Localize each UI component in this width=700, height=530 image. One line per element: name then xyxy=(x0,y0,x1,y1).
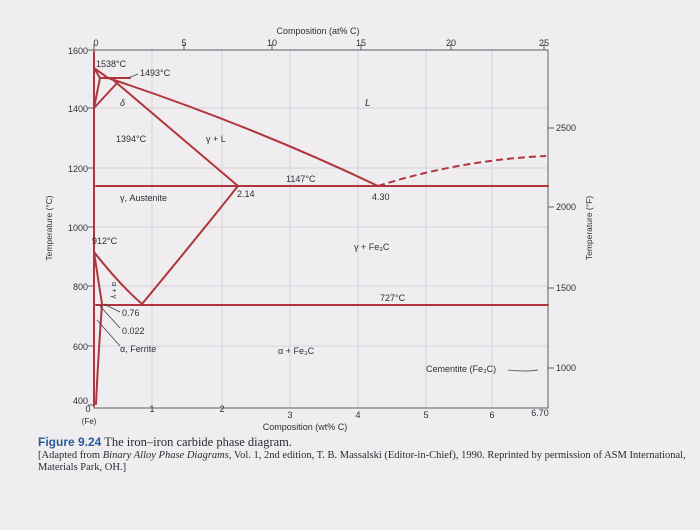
left-tick-label: 800 xyxy=(73,282,88,292)
left-tick-label: 1600 xyxy=(68,46,88,56)
credit-book-title: Binary Alloy Phase Diagrams, xyxy=(102,450,232,461)
top-tick-label: 5 xyxy=(181,38,186,48)
bottom-tick-labels: 0 1 2 3 4 5 6 6.70 (Fe) xyxy=(82,404,549,426)
leader-cementite xyxy=(507,369,539,372)
bottom-tick-label: 1 xyxy=(149,404,154,414)
right-axis-title: Temperature (°F) xyxy=(584,196,594,261)
top-tick-labels: 0 5 10 15 20 25 xyxy=(93,38,549,48)
gamma-plus-fe3c-label: γ + Fe₃C xyxy=(354,242,390,252)
temp-1538-label: 1538°C xyxy=(96,59,127,69)
bottom-tick-label: 6 xyxy=(489,410,494,420)
temp-727-label: 727°C xyxy=(380,293,406,303)
cementite-label: Cementite (Fe₃C) xyxy=(426,364,496,374)
temp-1493-label: 1493°C xyxy=(140,68,171,78)
temp-912-label: 912°C xyxy=(92,236,118,246)
bottom-axis-title: Composition (wt% C) xyxy=(263,422,348,432)
left-axis-title: Temperature (°C) xyxy=(44,195,54,260)
bottom-tick-label: 3 xyxy=(287,410,292,420)
leader-0022 xyxy=(99,305,121,329)
delta-liquidus xyxy=(93,67,109,79)
right-tick-label: 2000 xyxy=(556,202,576,212)
plot-frame xyxy=(93,49,549,409)
solidus xyxy=(111,78,239,187)
comp-0022-label: 0.022 xyxy=(122,326,145,336)
left-tick-label: 1200 xyxy=(68,164,88,174)
liquid-label: L xyxy=(365,98,371,109)
credit-rest: Vol. 1, 2nd edition, T. B. Massalski (Ed… xyxy=(38,450,686,473)
comp-076-label: 0.76 xyxy=(122,308,140,318)
figure-title: The iron–iron carbide phase diagram. xyxy=(104,435,293,449)
left-tick-label: 400 xyxy=(73,396,88,406)
bottom-tick-label: 4 xyxy=(355,410,360,420)
delta-gamma-upper xyxy=(93,81,119,109)
right-tick-label: 2500 xyxy=(556,123,576,133)
alpha-plus-fe3c-label: α + Fe₃C xyxy=(278,346,315,356)
leader-lines xyxy=(96,73,539,372)
ferrite-label: α, Ferrite xyxy=(120,344,156,354)
top-tick-label: 15 xyxy=(356,38,366,48)
left-tick-label: 1400 xyxy=(68,104,88,114)
leader-076 xyxy=(103,303,121,313)
bottom-fe-label: (Fe) xyxy=(82,417,97,426)
top-tick-label: 10 xyxy=(267,38,277,48)
delta-label: δ xyxy=(120,98,126,108)
bottom-tick-label: 6.70 xyxy=(531,408,549,418)
phase-boundaries xyxy=(93,51,549,407)
ferrite-solvus xyxy=(95,303,103,405)
comp-430-label: 4.30 xyxy=(372,192,390,202)
liquidus-left xyxy=(107,77,379,187)
top-axis-title: Composition (at% C) xyxy=(276,26,359,36)
right-tick-label: 1000 xyxy=(556,363,576,373)
bottom-tick-label: 5 xyxy=(423,410,428,420)
comp-214-label: 2.14 xyxy=(237,189,255,199)
temp-1147-label: 1147°C xyxy=(286,174,316,184)
figure-caption: Figure 9.24 The iron–iron carbide phase … xyxy=(38,436,688,474)
right-tick-labels: 2500 2000 1500 1000 xyxy=(556,123,576,373)
temp-1394-label: 1394°C xyxy=(116,134,147,144)
credit-prefix: [Adapted from xyxy=(38,450,101,461)
bottom-tick-label: 2 xyxy=(219,404,224,414)
bottom-tick-label: 0 xyxy=(85,404,90,414)
top-ticks xyxy=(93,44,545,50)
left-tick-labels: 1600 1400 1200 1000 800 600 400 xyxy=(68,46,88,406)
right-tick-label: 1500 xyxy=(556,283,576,293)
left-tick-label: 1000 xyxy=(68,223,88,233)
acm-line xyxy=(141,185,239,305)
liquidus-cementite-dashed xyxy=(377,155,547,187)
top-tick-label: 20 xyxy=(446,38,456,48)
leader-ferrite xyxy=(96,319,121,347)
grid xyxy=(93,50,548,408)
gamma-plus-liquid-label: γ + L xyxy=(206,134,226,144)
alpha-plus-gamma-label: α + γ xyxy=(110,282,119,299)
figure-credit: [Adapted from Binary Alloy Phase Diagram… xyxy=(38,450,688,474)
top-tick-label: 0 xyxy=(93,38,98,48)
leader-1493 xyxy=(127,73,139,79)
top-tick-label: 25 xyxy=(539,38,549,48)
region-labels: 1538°C 1493°C δ L 1394°C γ + L 1147°C 2.… xyxy=(92,59,496,374)
figure-number: Figure 9.24 xyxy=(38,435,102,449)
left-tick-label: 600 xyxy=(73,342,88,352)
a3-line xyxy=(93,251,143,305)
alpha-gamma-boundary xyxy=(93,251,103,305)
austenite-label: γ, Austenite xyxy=(120,193,167,203)
